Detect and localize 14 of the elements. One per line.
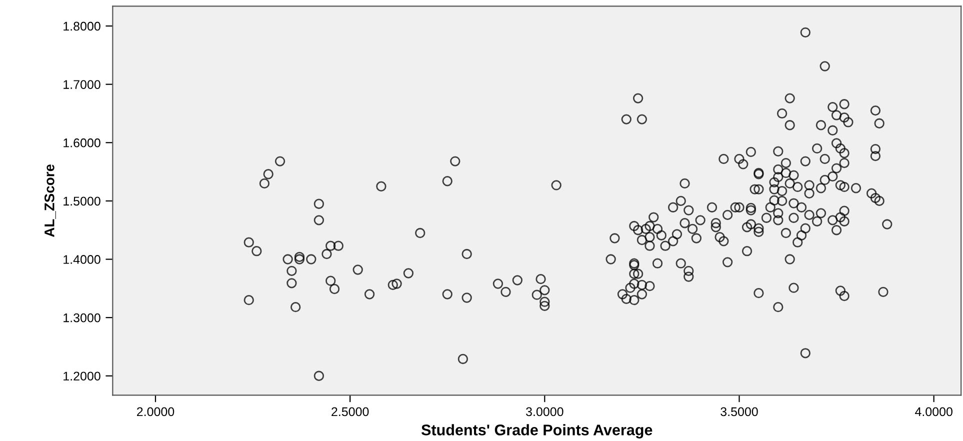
y-tick-label: 1.6000: [64, 138, 100, 148]
x-tick-label: 2.0000: [136, 407, 174, 416]
y-tick-label: 1.7000: [64, 80, 100, 89]
y-axis-title: AL_ZScore: [44, 164, 56, 237]
y-tick-label: 1.2000: [64, 372, 100, 381]
y-tick-label: 1.3000: [64, 313, 100, 322]
x-tick-label: 4.0000: [915, 407, 952, 416]
x-tick-label: 2.5000: [332, 407, 369, 416]
y-tick-label: 1.4000: [64, 255, 100, 264]
y-tick-label: 1.5000: [64, 196, 100, 206]
x-tick-label: 3.0000: [526, 407, 564, 416]
y-tick-label: 1.8000: [64, 22, 100, 31]
x-tick-label: 3.5000: [720, 407, 758, 416]
x-axis-title: Students' Grade Points Average: [421, 424, 652, 438]
